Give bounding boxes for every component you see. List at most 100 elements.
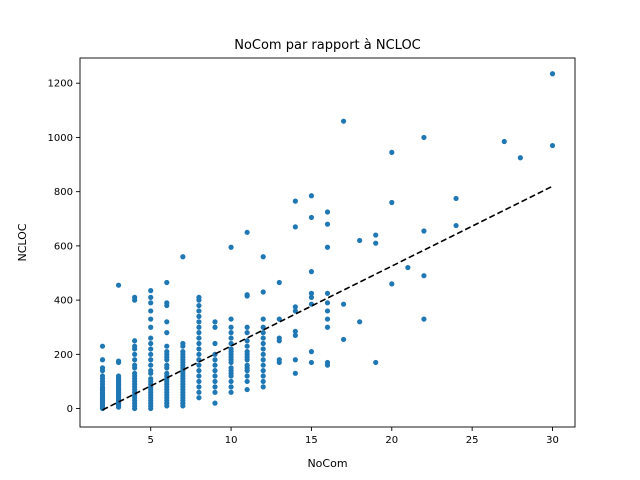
- data-point: [212, 384, 218, 390]
- data-point: [196, 362, 202, 368]
- data-point: [196, 340, 202, 347]
- data-point: [292, 332, 298, 338]
- data-point: [324, 221, 331, 227]
- data-point: [132, 294, 138, 300]
- data-point: [308, 269, 315, 275]
- data-point: [228, 335, 234, 341]
- data-point: [373, 232, 379, 238]
- data-point: [212, 400, 218, 406]
- data-point: [148, 324, 154, 330]
- data-point: [148, 316, 154, 322]
- data-point: [212, 357, 218, 363]
- data-point: [99, 357, 106, 363]
- data-point: [260, 316, 266, 322]
- data-point: [260, 351, 266, 357]
- data-point: [196, 368, 202, 374]
- data-point: [99, 343, 106, 349]
- x-tick-label: 20: [385, 435, 398, 446]
- trend-line: [102, 185, 553, 411]
- data-point: [421, 316, 427, 322]
- data-point: [421, 134, 427, 141]
- data-point: [340, 336, 347, 343]
- data-point: [115, 373, 122, 379]
- data-point: [260, 378, 266, 385]
- data-point: [389, 199, 395, 206]
- data-point: [164, 279, 170, 286]
- x-axis-label: NoCom: [307, 457, 347, 470]
- data-point: [276, 335, 282, 341]
- y-tick-label: 1200: [48, 79, 73, 90]
- data-point: [308, 214, 315, 221]
- data-point: [244, 338, 250, 344]
- data-point: [292, 198, 298, 204]
- data-point: [148, 376, 154, 382]
- data-point: [260, 340, 266, 347]
- data-point: [292, 224, 298, 230]
- data-point: [196, 351, 202, 357]
- x-tick-label: 30: [546, 435, 559, 446]
- x-tick-label: 15: [305, 435, 318, 446]
- x-tick-label: 25: [466, 435, 479, 446]
- data-point: [324, 209, 331, 215]
- data-point: [148, 340, 154, 347]
- data-point: [115, 358, 122, 364]
- data-point: [373, 359, 379, 366]
- data-point: [292, 357, 298, 363]
- data-point: [308, 193, 315, 199]
- chart-title: NoCom par rapport à NCLOC: [234, 38, 421, 53]
- data-point: [549, 71, 556, 77]
- data-point: [164, 300, 170, 306]
- data-point: [164, 330, 170, 336]
- data-point: [99, 373, 106, 379]
- data-point: [212, 389, 218, 395]
- data-point: [453, 222, 459, 229]
- data-point: [164, 370, 170, 376]
- data-point: [196, 308, 202, 314]
- data-point: [148, 357, 154, 363]
- data-point: [196, 324, 202, 330]
- data-point: [517, 155, 523, 161]
- data-point: [228, 244, 234, 250]
- data-point: [196, 384, 202, 390]
- data-point: [196, 346, 202, 352]
- data-point: [292, 308, 298, 314]
- data-point: [148, 300, 154, 306]
- data-point: [132, 370, 138, 376]
- data-point: [148, 351, 154, 357]
- data-point: [324, 308, 331, 314]
- data-point: [324, 359, 331, 366]
- data-point: [132, 357, 138, 363]
- data-point: [228, 330, 234, 336]
- data-point: [260, 357, 266, 363]
- data-point: [373, 240, 379, 246]
- data-point: [357, 319, 363, 325]
- data-point: [244, 229, 250, 235]
- data-point: [228, 316, 234, 322]
- data-point: [308, 290, 315, 296]
- data-point: [228, 324, 234, 330]
- data-point: [244, 378, 250, 385]
- data-point: [260, 362, 266, 368]
- data-point: [164, 362, 170, 368]
- data-point: [549, 142, 556, 149]
- data-point: [244, 292, 250, 298]
- plot-frame: [79, 57, 576, 428]
- data-point: [260, 335, 266, 341]
- data-point: [260, 368, 266, 374]
- data-point: [99, 365, 106, 371]
- y-axis-label: NCLOC: [16, 223, 29, 261]
- data-point: [180, 349, 186, 355]
- data-point: [421, 273, 427, 279]
- x-axis-ticks: 5 10 15 20 25 30: [148, 427, 559, 446]
- data-point: [212, 324, 218, 330]
- data-point: [405, 264, 411, 271]
- data-point: [340, 118, 347, 124]
- data-point: [148, 335, 154, 341]
- data-point: [180, 340, 186, 347]
- y-tick-label: 200: [54, 350, 73, 361]
- data-points: [99, 71, 556, 412]
- data-point: [148, 362, 154, 368]
- data-point: [228, 389, 234, 395]
- data-point: [132, 362, 138, 368]
